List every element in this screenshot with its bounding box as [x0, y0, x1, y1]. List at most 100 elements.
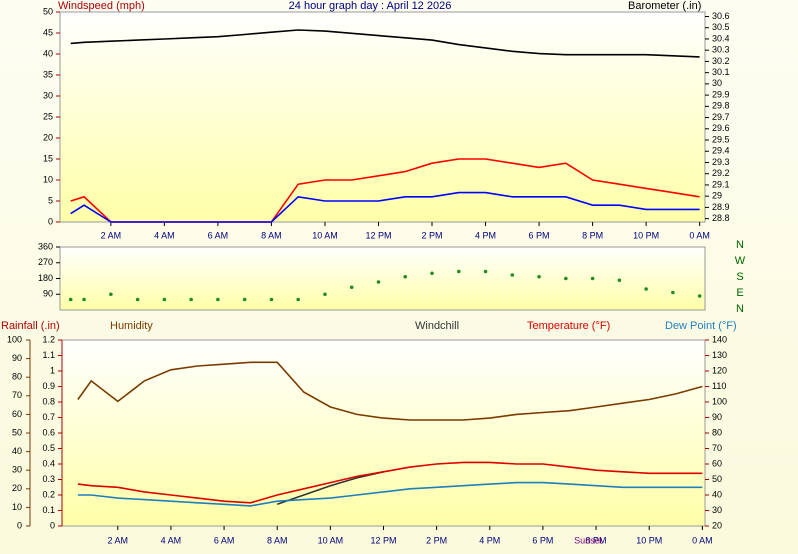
point	[216, 297, 220, 302]
legend-entry: Windchill	[415, 320, 459, 332]
x-tick-label: 10 PM	[633, 230, 659, 240]
y2-tick-label: 20	[712, 520, 722, 530]
y-tick-label: 30	[43, 90, 53, 100]
point	[82, 297, 86, 302]
plot-area	[61, 339, 706, 527]
y-tick-label: 0.5	[42, 443, 55, 453]
x-tick-label: 2 PM	[422, 230, 443, 240]
point	[644, 287, 648, 291]
y2-tick-label: 30.1	[712, 67, 730, 77]
y2-tick-label: 29.5	[712, 134, 730, 144]
y-tick-label: 270	[38, 257, 53, 267]
y3-tick-label: 40	[12, 446, 22, 456]
point	[323, 292, 327, 297]
point	[483, 269, 488, 274]
point	[564, 276, 568, 281]
x-tick-label: 8 AM	[267, 535, 288, 545]
point	[242, 297, 247, 302]
y2-tick-label: 29.4	[712, 146, 730, 156]
x-tick-label: 6 AM	[214, 535, 235, 545]
y3-tick-label: 70	[12, 390, 22, 400]
point	[697, 294, 702, 298]
x-tick-label: 6 AM	[208, 230, 229, 240]
x-tick-label: 4 AM	[154, 230, 175, 240]
x-tick-label: 8 AM	[261, 230, 282, 240]
y2-tick-label: 40	[712, 489, 722, 499]
y3-tick-label: 100	[7, 334, 22, 344]
compass-label: S	[736, 271, 743, 283]
y-axis-label: Windspeed (mph)	[58, 0, 145, 12]
y2-tick-label: 29.6	[712, 123, 730, 133]
point	[296, 297, 300, 302]
y2-tick-label: 130	[712, 350, 727, 360]
y-tick-label: 10	[43, 174, 53, 184]
x-tick-label: 10 AM	[318, 535, 344, 545]
y2-tick-label: 29.1	[712, 179, 730, 189]
point	[403, 274, 408, 279]
y2-tick-label: 80	[712, 427, 722, 437]
y3-tick-label: 30	[12, 465, 22, 475]
y2-tick-label: 110	[712, 381, 726, 391]
x-tick-label: 6 PM	[532, 535, 553, 545]
series-line	[70, 29, 700, 58]
chart-title: 24 hour graph day : April 12 2026	[289, 0, 452, 12]
y-tick-label: 0.6	[42, 427, 55, 437]
y3-tick-label: 0	[17, 520, 22, 530]
y3-tick-label: 60	[12, 409, 22, 419]
y3-tick-label: 20	[12, 483, 22, 493]
series-line	[70, 191, 700, 223]
x-tick-label: 4 AM	[161, 535, 182, 545]
legend-entry: Temperature (°F)	[527, 320, 610, 332]
y-tick-label: 1.1	[42, 350, 55, 360]
y3-tick-label: 10	[12, 502, 22, 512]
point	[68, 297, 73, 302]
point	[430, 271, 434, 276]
y2-tick-label: 28.9	[712, 202, 730, 212]
x-tick-label: 0 AM	[692, 535, 713, 545]
y-tick-label: 25	[43, 111, 53, 121]
y3-tick-label: 50	[12, 427, 22, 437]
point	[537, 274, 541, 279]
legend-entry: Dew Point (°F)	[665, 320, 737, 332]
compass-label: E	[736, 287, 743, 299]
point	[671, 290, 675, 295]
x-tick-label: 12 PM	[370, 535, 396, 545]
y-tick-label: 5	[48, 195, 53, 205]
y2-tick-label: 90	[712, 412, 722, 422]
point	[135, 297, 140, 302]
y2-axis-label: Barometer (.in)	[628, 0, 701, 12]
y-tick-label: 0.3	[42, 474, 55, 484]
point	[510, 273, 515, 277]
point	[109, 292, 113, 297]
compass-label: W	[735, 255, 746, 267]
y3-tick-label: 80	[12, 372, 22, 382]
y2-tick-label: 100	[712, 396, 727, 406]
y-tick-label: 0.1	[42, 505, 55, 515]
y2-tick-label: 30	[712, 505, 722, 515]
x-tick-label: 0 AM	[689, 230, 710, 240]
x-tick-label: 2 AM	[108, 535, 129, 545]
y-tick-label: 0.2	[42, 489, 55, 499]
y-tick-label: 20	[43, 132, 53, 142]
y-tick-label: 40	[43, 48, 53, 58]
y2-tick-label: 30.3	[712, 45, 730, 55]
y2-tick-label: 70	[712, 443, 722, 453]
y2-tick-label: 29.3	[712, 157, 730, 167]
y-tick-label: 0.4	[42, 458, 55, 468]
y2-tick-label: 120	[712, 365, 727, 375]
y2-tick-label: 29.7	[712, 112, 730, 122]
y-tick-label: 90	[43, 289, 53, 299]
point	[617, 278, 622, 283]
x-tick-label: 8 PM	[582, 230, 603, 240]
compass-label: N	[736, 303, 744, 315]
series-line	[77, 461, 703, 504]
y-tick-label: 0	[50, 520, 55, 530]
y-tick-label: 180	[38, 273, 53, 283]
x-tick-label: 2 PM	[426, 535, 447, 545]
y2-tick-label: 140	[712, 334, 727, 344]
annotation: Sunset	[574, 535, 603, 545]
y-tick-label: 0.9	[42, 381, 55, 391]
y2-tick-label: 29	[712, 191, 722, 201]
